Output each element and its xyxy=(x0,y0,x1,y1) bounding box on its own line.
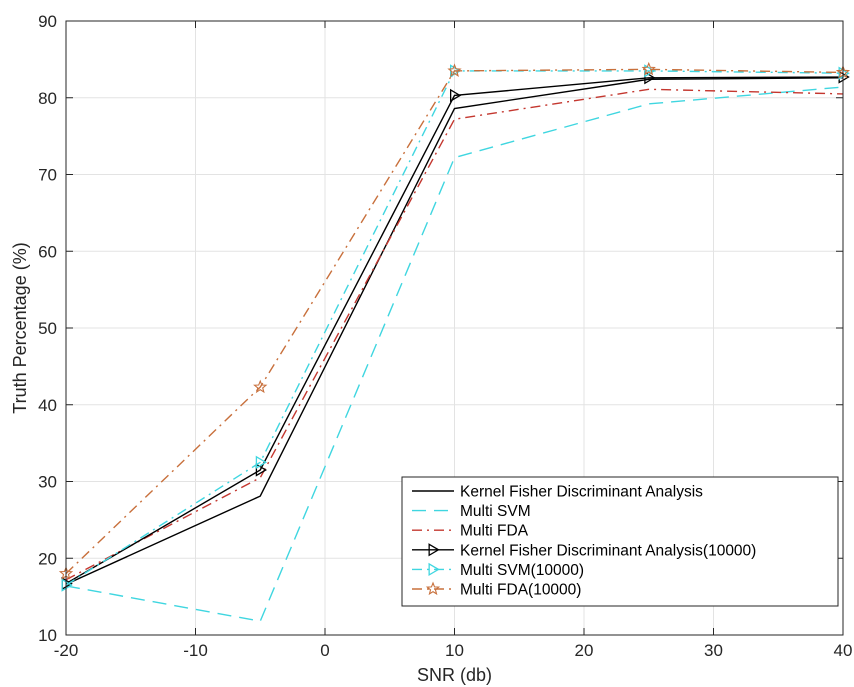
y-tick-label: 30 xyxy=(38,473,57,492)
x-tick-label: 10 xyxy=(445,641,464,660)
data-point-marker xyxy=(644,71,656,85)
x-tick-label: 0 xyxy=(320,641,329,660)
series-4 xyxy=(61,70,850,591)
y-tick-label: 20 xyxy=(38,549,57,568)
series-line xyxy=(65,68,844,575)
legend-label: Multi SVM xyxy=(460,503,531,520)
x-tick-label: 30 xyxy=(704,641,723,660)
axis-ticks: -20 -10 0 10 20 30 40 10 20 30 40 50 60 70 80 90 xyxy=(38,12,852,660)
series-line xyxy=(65,77,844,585)
x-axis-title: SNR (db) xyxy=(417,665,492,685)
data-point-marker xyxy=(255,463,268,477)
data-point-marker xyxy=(447,63,462,77)
data-point-marker xyxy=(253,379,268,394)
legend-marker xyxy=(428,562,440,577)
legend-label: Kernel Fisher Discriminant Analysis(1000… xyxy=(460,542,756,559)
y-tick-label: 10 xyxy=(38,626,57,645)
legend: Kernel Fisher Discriminant Analysis Multi… xyxy=(401,476,839,607)
legend-marker xyxy=(428,543,440,557)
y-tick-label: 60 xyxy=(38,242,57,261)
data-point-marker xyxy=(61,578,73,592)
legend-label: Multi FDA(10000) xyxy=(460,582,581,599)
series-line xyxy=(65,88,844,581)
series-1 xyxy=(65,77,844,585)
x-tick-label: -20 xyxy=(54,641,79,660)
y-tick-label: 50 xyxy=(38,319,57,338)
y-tick-label: 70 xyxy=(38,166,57,185)
x-tick-label: -10 xyxy=(183,641,208,660)
series-line xyxy=(65,76,844,585)
data-point-marker xyxy=(641,61,656,76)
legend-label: Kernel Fisher Discriminant Analysis xyxy=(460,484,703,501)
y-axis-title: Truth Percentage (%) xyxy=(10,242,30,413)
legend-label: Multi SVM(10000) xyxy=(460,562,584,579)
legend-box xyxy=(401,476,839,607)
data-point-marker xyxy=(644,64,656,78)
data-point-marker xyxy=(255,455,268,469)
y-tick-label: 40 xyxy=(38,396,57,415)
legend-marker xyxy=(425,581,441,596)
x-tick-label: 20 xyxy=(575,641,594,660)
x-tick-label: 40 xyxy=(834,641,853,660)
y-tick-label: 80 xyxy=(38,89,57,108)
y-tick-label: 90 xyxy=(38,12,57,31)
data-point-marker xyxy=(449,88,462,103)
series-3 xyxy=(65,88,844,581)
series-group xyxy=(58,61,851,622)
legend-label: Multi FDA xyxy=(460,523,529,540)
